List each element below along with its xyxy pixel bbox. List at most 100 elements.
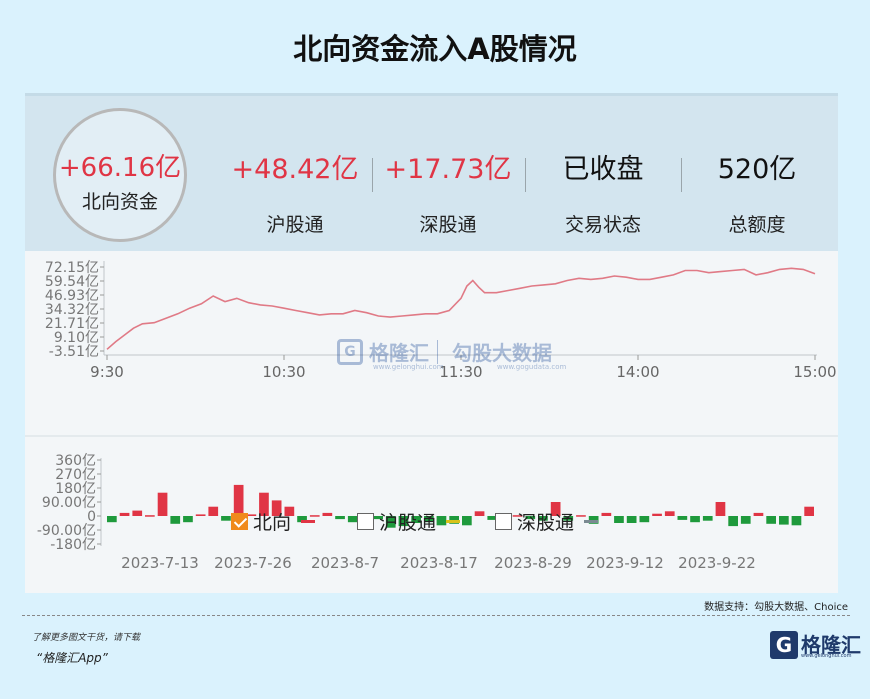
bar	[119, 512, 130, 516]
bar	[690, 516, 700, 523]
bar	[652, 513, 662, 516]
chart-panel: +66.16亿 北向资金 +48.42亿 沪股通 +17.73亿 深股通 已收盘…	[25, 93, 838, 593]
bar	[145, 515, 155, 517]
legend-sz[interactable]: 深股通	[495, 509, 599, 534]
page-title: 北向资金流入A股情况	[293, 32, 577, 66]
footer-app: “格隆汇App”	[36, 651, 108, 665]
divider	[681, 158, 682, 192]
bar	[462, 516, 472, 526]
bar-y-tick-label: 0	[87, 509, 96, 525]
bar	[271, 500, 282, 516]
sh-label: 沪股通	[266, 214, 324, 236]
bar	[259, 492, 269, 516]
bar	[398, 516, 409, 527]
bar	[170, 516, 181, 524]
bar-y-tick-label: -180亿	[50, 537, 96, 553]
data-source: 数据支持：勾股大数据、Choice	[704, 602, 848, 613]
checkbox-checked-icon[interactable]	[231, 512, 248, 530]
bar-x-tick-label: 2023-8-7	[311, 554, 379, 572]
bar	[208, 506, 219, 516]
sz-stat: +17.73亿 深股通	[383, 154, 513, 237]
bar	[233, 484, 244, 516]
sh-value: +48.42亿	[231, 154, 359, 185]
north-flow-line	[106, 267, 816, 350]
brand-logo-icon: G	[770, 631, 798, 659]
quota-stat: 520亿 总额度	[697, 154, 817, 237]
bar	[804, 506, 814, 516]
summary-bar: +66.16亿 北向资金 +48.42亿 沪股通 +17.73亿 深股通 已收盘…	[25, 93, 838, 251]
bar	[132, 510, 143, 516]
divider	[372, 158, 373, 192]
x-tick-label: 15:00	[793, 363, 836, 381]
bar	[639, 516, 650, 523]
bar	[512, 515, 523, 517]
quota-value: 520亿	[717, 154, 797, 185]
bar	[538, 516, 548, 521]
bar	[766, 516, 776, 524]
legend-swatch	[301, 519, 316, 523]
legend-sh-label: 沪股通	[379, 511, 437, 534]
brand-url: www.gelonghui.com	[801, 653, 852, 659]
sh-stat: +48.42亿 沪股通	[230, 154, 360, 237]
brand-name: 格隆汇	[801, 633, 861, 657]
legend-sz-label: 深股通	[517, 511, 575, 534]
x-tick-label: 10:30	[262, 363, 305, 381]
x-tick-label: 14:00	[616, 363, 659, 381]
checkbox-icon[interactable]	[357, 512, 374, 530]
x-tick-label: 11:30	[439, 363, 482, 381]
bar-x-tick-label: 2023-7-26	[214, 554, 292, 572]
bar	[525, 516, 536, 520]
footer-divider	[22, 615, 850, 616]
y-tick-label: 59.54亿	[45, 274, 99, 290]
bar	[322, 512, 333, 516]
bar-y-tick-label: 180亿	[55, 481, 96, 497]
sz-value: +17.73亿	[384, 154, 512, 185]
bar	[576, 515, 586, 517]
y-tick-label: 9.10亿	[54, 330, 99, 346]
y-tick-label: 72.15亿	[45, 260, 99, 276]
north-total-label: 北向资金	[81, 191, 158, 213]
brand-logo: G 格隆汇 www.gelonghui.com	[770, 631, 861, 659]
bar	[436, 516, 447, 526]
bar	[753, 512, 764, 516]
bar-y-tick-label: 90.00亿	[42, 495, 96, 511]
bar-x-tick-label: 2023-9-22	[678, 554, 756, 572]
bar	[791, 516, 802, 526]
bar	[297, 516, 307, 523]
bar	[677, 516, 688, 520]
chart-area: 72.15亿 59.54亿 46.93亿 34.32亿 21.71亿 9.10亿 -3.51…	[25, 251, 838, 593]
bar	[702, 516, 713, 521]
x-tick-label: 9:30	[90, 363, 124, 381]
quota-label: 总额度	[728, 214, 786, 236]
bar	[614, 516, 624, 523]
bar	[195, 514, 206, 516]
bar	[424, 516, 434, 523]
sz-label: 深股通	[419, 214, 477, 236]
y-tick-label: 34.32亿	[45, 302, 99, 318]
legend-north[interactable]: 北向	[231, 509, 316, 534]
bar-x-tick-label: 2023-8-29	[494, 554, 572, 572]
y-tick-label: 46.93亿	[45, 288, 99, 304]
legend-north-label: 北向	[253, 511, 292, 534]
bar	[740, 516, 751, 524]
bar	[246, 514, 257, 516]
bar	[221, 516, 231, 521]
bar	[474, 511, 485, 516]
status-stat: 已收盘 交易状态	[543, 154, 663, 237]
bar	[373, 516, 383, 520]
bar-x-tick-label: 2023-7-13	[121, 554, 199, 572]
bar	[157, 492, 168, 516]
divider	[525, 158, 526, 192]
charts-svg: 72.15亿59.54亿46.93亿34.32亿21.71亿9.10亿-3.51…	[25, 260, 838, 572]
bar	[601, 512, 612, 516]
footer-note: 了解更多图文干货，请下载	[32, 633, 141, 643]
bar	[563, 516, 574, 521]
bar-y-tick-label: 270亿	[55, 467, 96, 483]
bar	[715, 502, 726, 516]
checkbox-icon[interactable]	[495, 512, 512, 530]
y-tick-label: -3.51亿	[49, 344, 99, 360]
bar	[107, 516, 117, 523]
bar	[183, 516, 193, 523]
legend-sh[interactable]: 沪股通	[357, 509, 461, 534]
bar	[411, 516, 421, 523]
